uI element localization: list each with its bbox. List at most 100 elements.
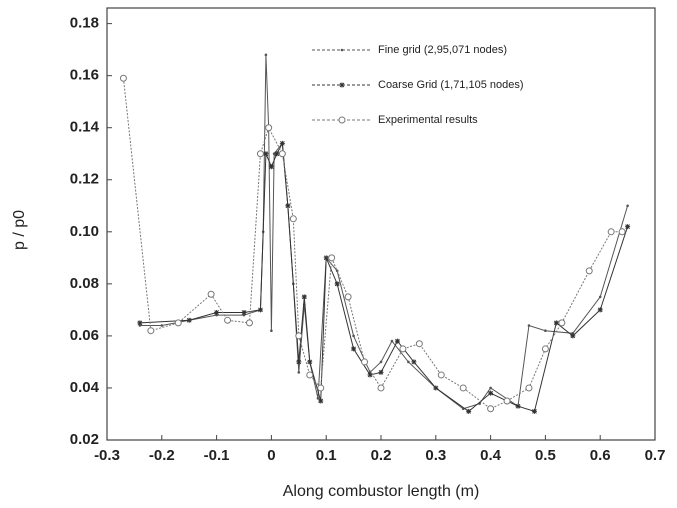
plot-frame [106,7,656,441]
data-point [268,164,274,170]
data-point [399,345,407,353]
data-point [361,358,369,366]
y-tick-label: 0.06 [70,327,99,344]
data-point [215,313,218,317]
data-point [466,408,472,414]
data-point [515,403,521,409]
data-point [407,360,410,364]
data-point [488,390,494,396]
data-point [317,384,325,392]
data-point [289,215,297,223]
data-point [278,150,286,158]
data-point [558,319,566,327]
legend-label: Coarse Grid (1,71,105 nodes) [378,79,524,91]
data-point [351,346,357,352]
data-point [256,150,264,158]
data-point [459,384,467,392]
data-point [607,228,615,236]
data-point [297,371,301,374]
y-tick-label: 0.02 [70,431,99,448]
x-axis-label: Along combustor length (m) [283,483,480,500]
y-tick-label: 0.14 [70,119,100,136]
x-tick-label: 0.7 [645,447,666,464]
y-tick-label: 0.04 [70,379,100,396]
data-point [334,281,340,287]
data-point [264,53,268,57]
data-point [242,313,246,317]
data-point [527,324,531,327]
data-point [437,371,445,379]
x-tick-label: 0.5 [535,447,556,464]
data-point [378,369,384,375]
data-point [285,203,291,209]
legend-marker [340,48,344,52]
data-point [301,294,307,300]
data-point [531,408,537,414]
data-point [571,332,575,335]
data-point [598,295,602,299]
data-point [137,320,143,326]
data-point [487,405,495,413]
x-tick-label: 0.2 [371,447,392,464]
data-point [316,397,320,400]
data-point [394,338,400,344]
data-point [318,398,324,404]
x-tick-label: 0.3 [425,447,446,464]
y-axis-label: p / p0 [11,210,28,250]
data-point [344,293,352,301]
x-tick-label: 0 [267,447,275,464]
y-tick-label: 0.08 [70,275,99,292]
data-point [379,360,383,364]
data-point [541,345,549,353]
x-tick-label: -0.1 [204,447,230,464]
data-point [207,290,215,298]
data-point [525,384,533,392]
data-point [390,339,394,343]
data-point [263,151,269,157]
series-line [139,141,629,413]
data-point [553,320,559,326]
data-point [323,255,329,261]
data-point [585,267,593,275]
data-point [279,140,285,146]
data-point [160,324,164,327]
data-point [489,386,492,390]
data-point [296,359,302,365]
data-point [147,327,155,335]
data-point [119,74,127,82]
x-tick-label: -0.2 [149,447,175,464]
data-point [328,254,336,262]
data-point [224,316,232,324]
data-point [270,329,273,332]
data-point [138,324,142,327]
data-point [411,359,417,365]
data-point [245,319,253,327]
y-tick-label: 0.12 [70,171,99,188]
data-point [625,224,631,230]
data-point [433,385,439,391]
data-point [306,371,314,379]
data-point [597,307,603,313]
data-point [544,329,547,332]
series-line [139,54,629,410]
x-tick-label: 0.4 [480,447,502,464]
legend-marker [339,82,345,88]
data-point [415,340,423,348]
data-point [186,317,192,323]
y-tick-label: 0.16 [70,67,99,84]
legend-label: Experimental results [378,114,478,126]
data-point [307,359,313,365]
data-point [272,152,276,156]
data-point [257,307,263,313]
legend-label: Fine grid (2,95,071 nodes) [378,44,507,56]
data-point [626,204,629,208]
data-point [265,124,273,132]
data-point [274,151,280,157]
data-point [618,228,626,236]
data-point [570,333,576,339]
x-tick-label: -0.3 [94,447,120,464]
data-point [367,372,373,378]
x-tick-label: 0.6 [590,447,611,464]
data-point [352,334,355,338]
